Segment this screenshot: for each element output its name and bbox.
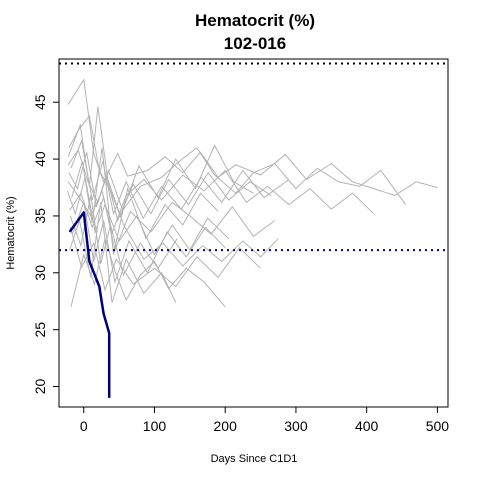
highlight-series-line [68, 211, 111, 398]
y-tick-label: 30 [32, 265, 48, 281]
y-tick-label: 40 [32, 151, 48, 167]
background-series-13 [69, 195, 178, 277]
background-series-12 [68, 152, 272, 223]
background-series-7 [67, 177, 230, 256]
background-series-9 [71, 147, 219, 255]
y-axis-label: Hematocrit (%) [5, 196, 17, 269]
x-tick-label: 200 [214, 418, 238, 434]
plot-area [59, 62, 448, 398]
background-series-6 [70, 236, 226, 308]
y-tick-label: 20 [32, 379, 48, 395]
y-tick-label: 35 [32, 208, 48, 224]
chart-subtitle: 102-016 [224, 34, 286, 53]
x-axis-label: Days Since C1D1 [211, 453, 298, 465]
x-tick-label: 300 [284, 418, 308, 434]
background-series-8 [69, 202, 177, 303]
y-tick-label: 45 [32, 94, 48, 110]
background-series-3 [69, 192, 276, 252]
y-axis: 20 25 30 35 40 45 [32, 94, 59, 394]
x-tick-label: 400 [355, 418, 379, 434]
x-axis: 0 100 200 300 400 500 [80, 407, 449, 434]
plot-frame [58, 58, 449, 408]
x-tick-label: 0 [80, 418, 88, 434]
chart-title: Hematocrit (%) [195, 11, 315, 30]
background-series-11 [71, 200, 226, 284]
x-tick-label: 500 [426, 418, 450, 434]
y-tick-label: 25 [32, 322, 48, 338]
x-tick-label: 100 [143, 418, 167, 434]
background-series-14 [70, 139, 290, 220]
